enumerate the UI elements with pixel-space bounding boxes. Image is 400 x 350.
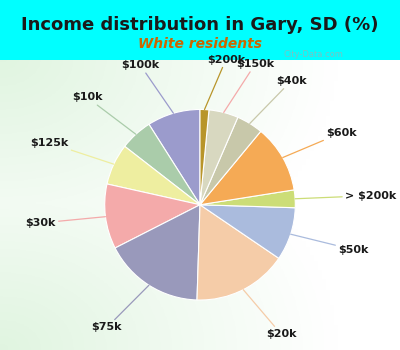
Text: White residents: White residents bbox=[138, 37, 262, 51]
Wedge shape bbox=[149, 110, 200, 205]
Text: $60k: $60k bbox=[283, 128, 357, 158]
Wedge shape bbox=[200, 117, 261, 205]
Wedge shape bbox=[200, 190, 295, 208]
Text: $40k: $40k bbox=[250, 76, 306, 124]
Wedge shape bbox=[200, 205, 295, 258]
Text: $125k: $125k bbox=[30, 138, 114, 164]
Wedge shape bbox=[200, 131, 294, 205]
Wedge shape bbox=[115, 205, 200, 300]
Text: $100k: $100k bbox=[121, 60, 174, 113]
Wedge shape bbox=[107, 146, 200, 205]
Text: $50k: $50k bbox=[291, 234, 368, 255]
Wedge shape bbox=[125, 124, 200, 205]
Text: $20k: $20k bbox=[243, 290, 296, 339]
Wedge shape bbox=[197, 205, 279, 300]
Text: $10k: $10k bbox=[72, 92, 136, 134]
Text: $150k: $150k bbox=[224, 59, 274, 112]
Text: City-Data.com: City-Data.com bbox=[284, 50, 344, 59]
Text: $30k: $30k bbox=[26, 217, 106, 228]
Text: $200k: $200k bbox=[204, 55, 245, 110]
Text: $75k: $75k bbox=[92, 285, 149, 332]
Text: > $200k: > $200k bbox=[295, 191, 396, 201]
Wedge shape bbox=[200, 110, 238, 205]
Text: Income distribution in Gary, SD (%): Income distribution in Gary, SD (%) bbox=[21, 16, 379, 34]
Wedge shape bbox=[200, 110, 209, 205]
Wedge shape bbox=[105, 184, 200, 248]
